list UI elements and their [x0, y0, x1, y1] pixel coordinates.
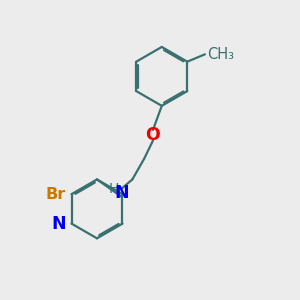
Text: CH₃: CH₃	[207, 47, 234, 62]
Text: H: H	[109, 182, 119, 196]
Text: O: O	[146, 126, 160, 144]
Text: N: N	[115, 184, 129, 202]
Text: N: N	[52, 214, 66, 232]
Text: Br: Br	[46, 187, 66, 202]
